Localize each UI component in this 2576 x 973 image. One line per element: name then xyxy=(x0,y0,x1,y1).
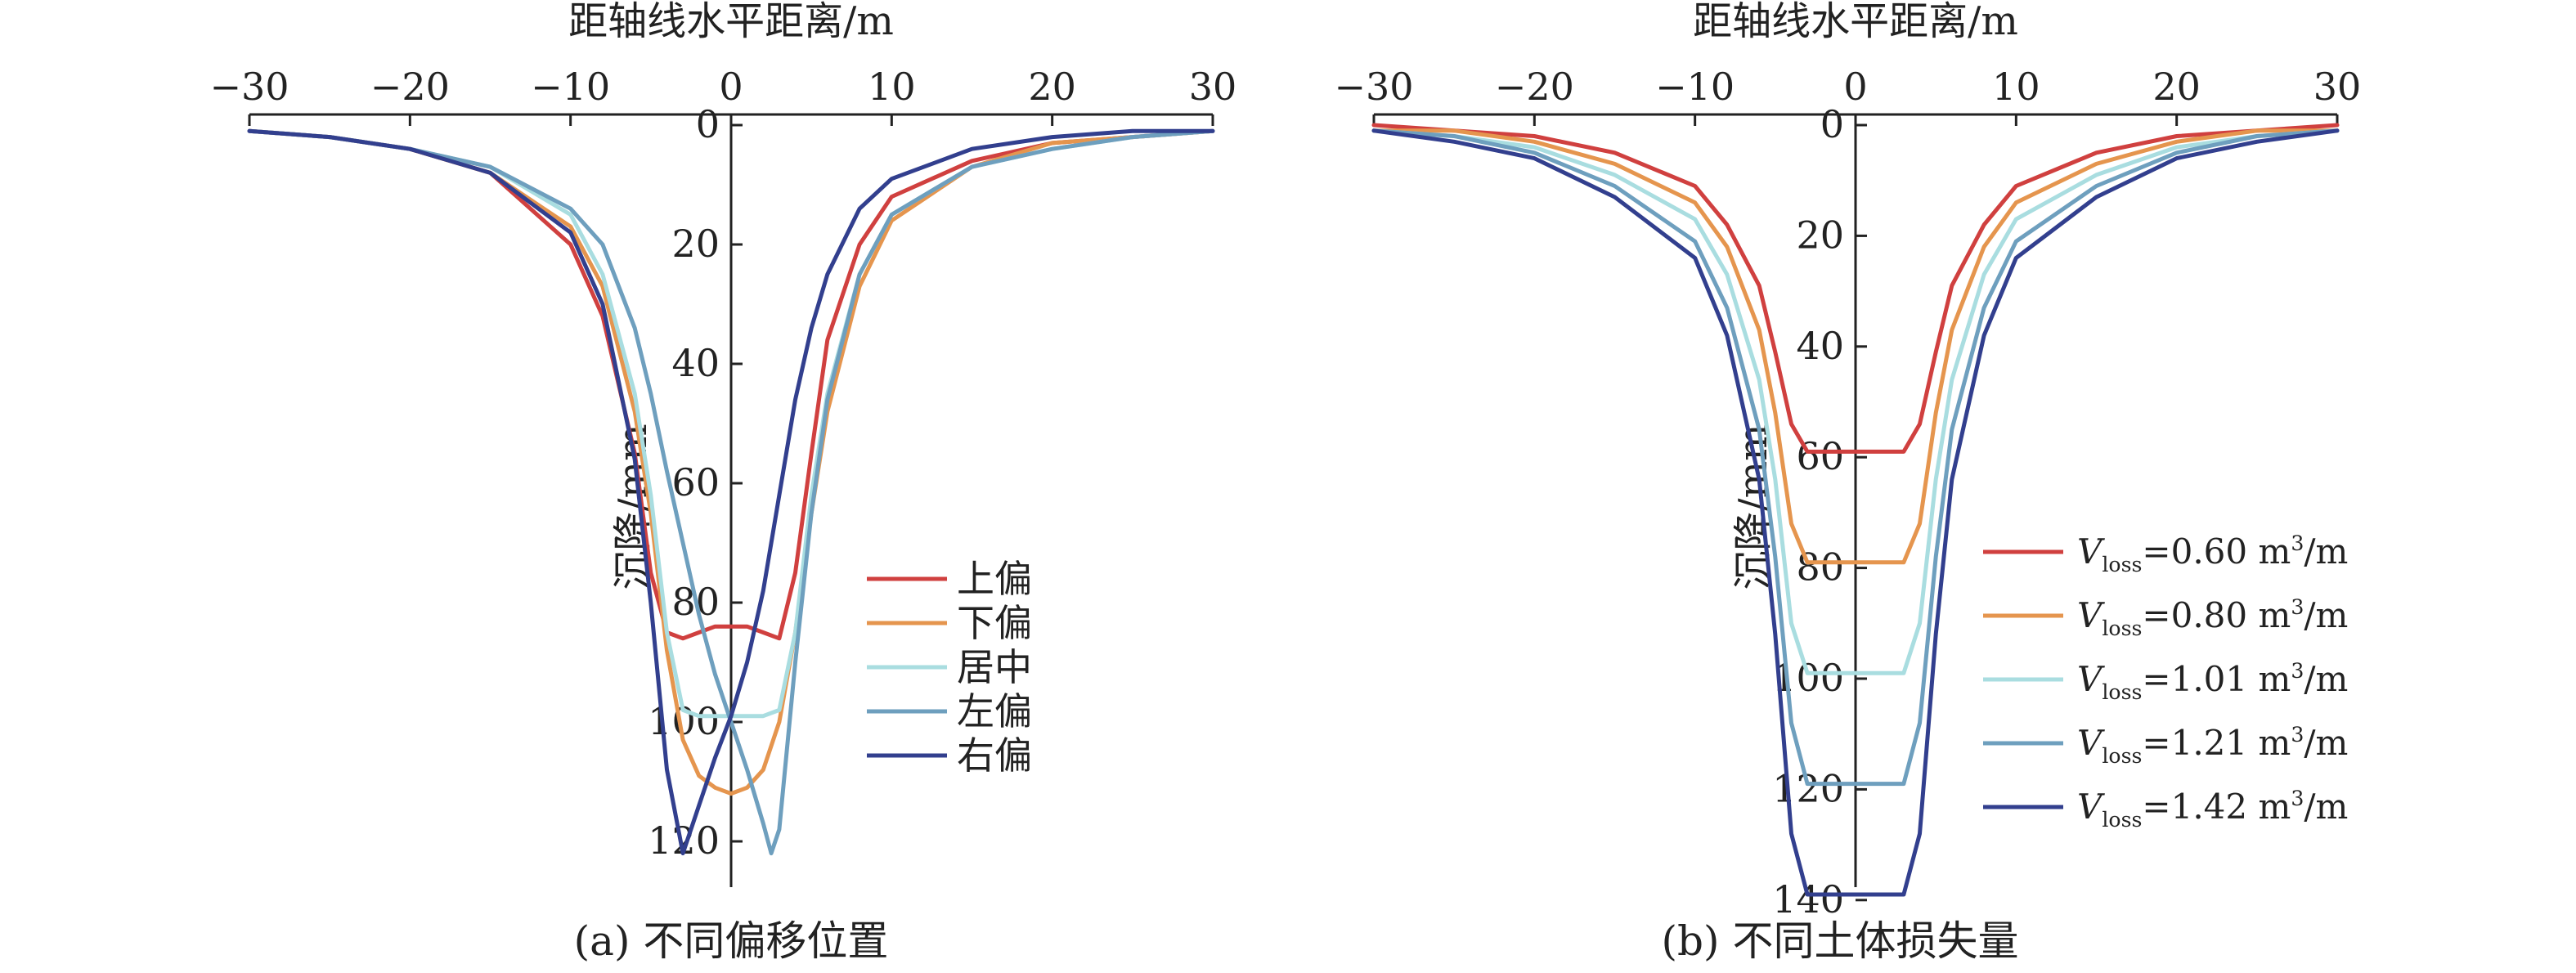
y-tick-label: 40 xyxy=(1796,324,1844,368)
x-tick-label: 0 xyxy=(1843,65,1867,109)
x-tick-label: −20 xyxy=(1495,65,1574,109)
x-tick-label: −10 xyxy=(531,65,610,109)
y-tick-label: 100 xyxy=(1772,656,1844,700)
series-line xyxy=(1371,123,2340,454)
legend-label-sub: loss xyxy=(2102,744,2142,768)
y-tick-label: 0 xyxy=(1820,102,1844,146)
x-tick-label: 30 xyxy=(2313,65,2362,109)
x-axis-title: 距轴线水平距离/m xyxy=(568,0,894,44)
x-tick-label: 20 xyxy=(2152,65,2201,109)
legend-label: 居中 xyxy=(957,645,1032,689)
legend-label-sup: 3 xyxy=(2291,659,2304,683)
legend-label-sup: 3 xyxy=(2291,595,2304,619)
legend-label: 左偏 xyxy=(957,689,1032,733)
legend-label-unit: /m xyxy=(2304,659,2348,699)
legend-label-sub: loss xyxy=(2102,680,2142,704)
legend-label-text: =0.60 m xyxy=(2142,531,2291,572)
legend-label: 下偏 xyxy=(957,601,1032,645)
legend-label-unit: /m xyxy=(2304,723,2348,763)
y-tick-label: 120 xyxy=(1772,766,1844,810)
x-tick-label: −30 xyxy=(1334,65,1413,109)
legend-label: 右偏 xyxy=(957,733,1032,778)
legend-label-var: V xyxy=(2077,723,2105,763)
series-line xyxy=(1371,128,2340,787)
x-tick-label: −20 xyxy=(370,65,450,109)
y-tick-label: 20 xyxy=(671,222,720,266)
legend-label-sup: 3 xyxy=(2291,531,2304,555)
series-line xyxy=(247,128,1215,796)
series-line xyxy=(1371,128,2340,565)
chart-panel-b: −30 −20 −10 0 10 20 30距轴线水平距离/m020406080100120… xyxy=(1334,0,2361,965)
legend-label-unit: /m xyxy=(2304,531,2348,572)
legend-label: Vloss=1.01 m3/m xyxy=(2077,659,2348,704)
legend-label-var: V xyxy=(2077,659,2105,699)
x-tick-label: 10 xyxy=(1992,65,2040,109)
legend-label-var: V xyxy=(2077,531,2105,572)
chart-panel-a: −30 −20 −10 0 10 20 30距轴线水平距离/m020406080100120… xyxy=(209,0,1236,965)
legend-label-sub: loss xyxy=(2102,617,2142,640)
y-tick-label: 60 xyxy=(671,460,720,504)
x-tick-label: 20 xyxy=(1028,65,1076,109)
legend-label: Vloss=1.21 m3/m xyxy=(2077,723,2348,768)
series-line xyxy=(247,128,1215,641)
x-tick-label: −30 xyxy=(209,65,289,109)
legend-label-var: V xyxy=(2077,787,2105,827)
legend-label-unit: /m xyxy=(2304,595,2348,635)
series-line xyxy=(1371,128,2340,897)
legend-label-sub: loss xyxy=(2102,808,2142,832)
legend-label-unit: /m xyxy=(2304,787,2348,827)
legend-label-sub: loss xyxy=(2102,553,2142,576)
legend-label-text: =0.80 m xyxy=(2142,595,2291,635)
x-axis-title: 距轴线水平距离/m xyxy=(1693,0,2018,44)
legend-label-text: =1.21 m xyxy=(2142,723,2291,763)
x-tick-label: 10 xyxy=(868,65,916,109)
y-tick-label: 120 xyxy=(648,818,720,863)
legend-label: Vloss=1.42 m3/m xyxy=(2077,787,2348,832)
legend-label: 上偏 xyxy=(957,557,1032,601)
chart-caption: (b) 不同土体损失量 xyxy=(1662,917,2019,965)
y-tick-label: 0 xyxy=(696,102,720,146)
x-tick-label: 30 xyxy=(1189,65,1237,109)
series-line xyxy=(1371,128,2340,675)
legend-label-sup: 3 xyxy=(2291,723,2304,747)
legend-label-var: V xyxy=(2077,595,2105,635)
series-line xyxy=(247,128,1215,856)
y-tick-label: 60 xyxy=(1796,434,1844,478)
y-tick-label: 20 xyxy=(1796,213,1844,257)
y-tick-label: 40 xyxy=(671,341,720,385)
legend-label-sup: 3 xyxy=(2291,787,2304,810)
chart-caption: (a) 不同偏移位置 xyxy=(574,917,889,965)
legend-label: Vloss=0.80 m3/m xyxy=(2077,595,2348,640)
x-tick-label: −10 xyxy=(1655,65,1735,109)
series-line xyxy=(247,128,1215,856)
legend-label-text: =1.42 m xyxy=(2142,787,2291,827)
legend-label: Vloss=0.60 m3/m xyxy=(2077,531,2348,576)
legend-label-text: =1.01 m xyxy=(2142,659,2291,699)
x-tick-label: 0 xyxy=(719,65,743,109)
y-tick-label: 140 xyxy=(1772,877,1844,921)
